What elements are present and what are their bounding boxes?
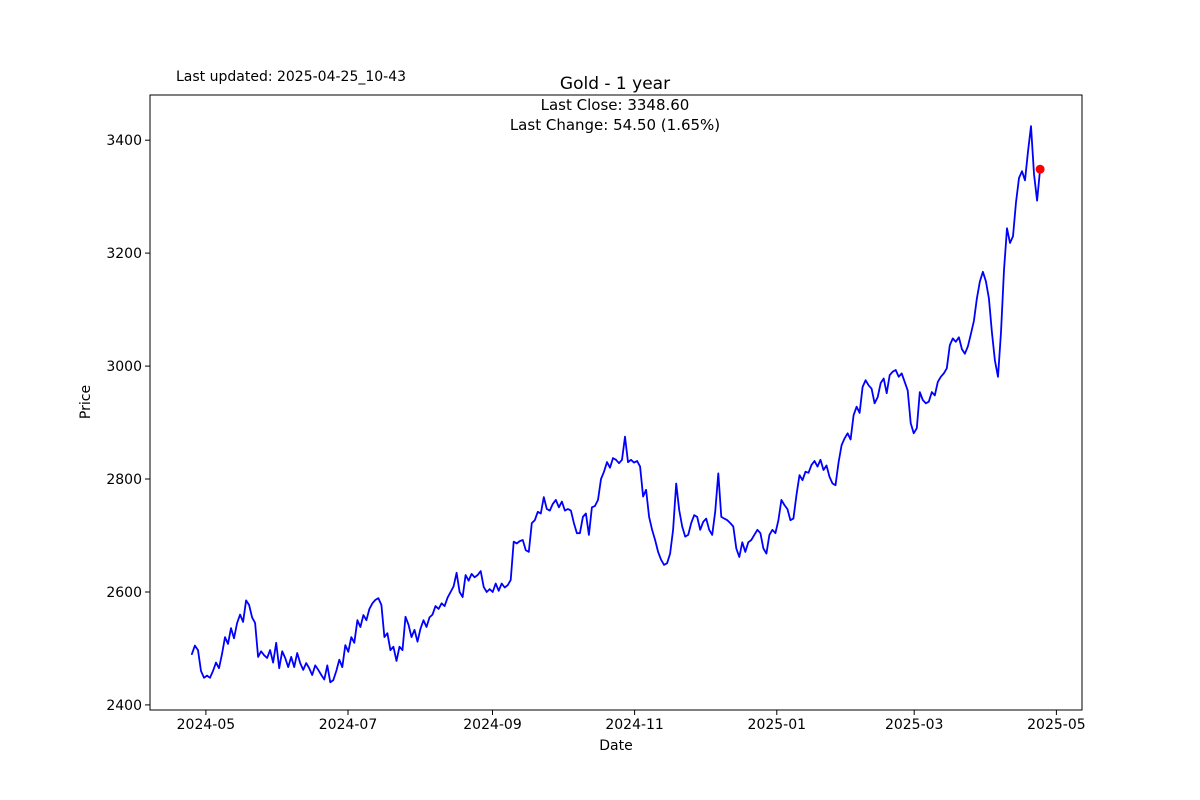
x-axis-ticks: 2024-05 2024-07 2024-09 2024-11 2025-01 2025-…: [177, 710, 1086, 733]
x-tick-label: 2025-01: [748, 717, 807, 733]
x-tick-label: 2024-09: [463, 717, 522, 733]
x-axis-label: Date: [599, 738, 632, 754]
y-tick-label: 2800: [106, 472, 142, 488]
y-axis-label: Price: [78, 385, 94, 419]
chart-title: Gold - 1 year: [560, 74, 670, 94]
y-tick-label: 3400: [106, 133, 142, 149]
x-tick-label: 2025-05: [1027, 717, 1086, 733]
plot-border: [149, 94, 1083, 711]
last-close-annotation: Last Close: 3348.60: [541, 96, 690, 114]
y-tick-label: 2600: [106, 585, 142, 601]
y-axis-ticks: 2400 2600 2800 3000 3200 3400: [106, 133, 150, 714]
y-tick-label: 2400: [106, 698, 142, 714]
last-price-marker: [1035, 164, 1045, 174]
last-updated-text: Last updated: 2025-04-25_10-43: [176, 69, 406, 85]
y-tick-label: 3200: [106, 246, 142, 262]
x-tick-label: 2025-03: [885, 717, 944, 733]
x-tick-label: 2024-07: [319, 717, 378, 733]
y-tick-label: 3000: [106, 359, 142, 375]
last-change-annotation: Last Change: 54.50 (1.65%): [510, 116, 720, 134]
x-tick-label: 2024-05: [177, 717, 236, 733]
x-tick-label: 2024-11: [605, 717, 664, 733]
price-line: [190, 125, 1041, 684]
